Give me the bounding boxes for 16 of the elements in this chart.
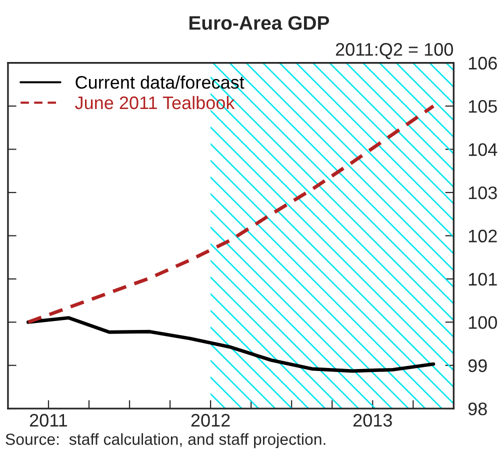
y-tick-label: 102 xyxy=(468,230,497,242)
y-tick-label: 98 xyxy=(468,402,487,416)
y-tick-label: 99 xyxy=(468,359,487,372)
y-tick-label: 105 xyxy=(468,100,497,113)
x-tick-label: 2013 xyxy=(353,414,392,427)
source-note: Source: staff calculation, and staff projection. xyxy=(6,433,326,448)
line-series xyxy=(26,316,436,373)
y-tick-label: 100 xyxy=(468,316,497,329)
chart-title: Euro-Area GDP xyxy=(189,16,330,30)
y-tick-label: 101 xyxy=(468,272,497,286)
y-tick-label: 106 xyxy=(468,56,497,70)
y-tick-label: 104 xyxy=(468,143,498,156)
y-tick-label: 103 xyxy=(468,186,497,200)
x-tick-label: 2012 xyxy=(191,414,230,427)
x-tick-label: 2011 xyxy=(30,414,68,427)
y-axis-title: 2011:Q2 = 100 xyxy=(336,43,453,60)
